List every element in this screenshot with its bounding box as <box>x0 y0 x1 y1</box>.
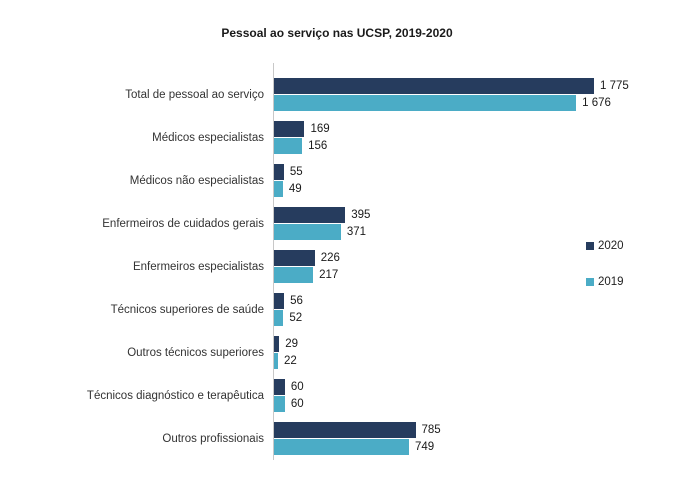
bar-row: 56 <box>274 293 674 309</box>
value-label: 371 <box>346 226 367 238</box>
category-label: Outros técnicos superiores <box>127 346 264 359</box>
value-label: 1 676 <box>582 97 611 109</box>
legend-label: 2020 <box>598 240 624 252</box>
bar-2020 <box>274 422 416 438</box>
value-label: 749 <box>415 441 435 453</box>
bar-row: 749 <box>274 439 674 455</box>
bars-cell: 60 60 <box>273 379 674 412</box>
value-label: 52 <box>289 312 303 324</box>
y-axis-line <box>273 63 274 460</box>
bar-row: 395 <box>274 207 674 223</box>
value-label: 156 <box>308 140 328 152</box>
legend: 2020 2019 <box>586 240 624 288</box>
value-label: 785 <box>421 424 441 436</box>
bar-2020 <box>274 336 280 352</box>
bar-2020 <box>274 78 594 94</box>
bar-2020 <box>274 164 284 180</box>
bar-2019 <box>274 396 285 412</box>
bar-2019 <box>274 439 410 455</box>
legend-item-2020: 2020 <box>586 240 624 252</box>
bar-2019 <box>274 95 577 111</box>
legend-swatch-icon <box>586 278 594 286</box>
bar-row: 1 676 <box>274 95 674 111</box>
bar-group: Enfermeiros especialistas 226 217 <box>0 250 674 283</box>
bars-cell: 56 52 <box>273 293 674 326</box>
legend-swatch-icon <box>586 242 594 250</box>
bar-group: Enfermeiros de cuidados gerais 395 371 <box>0 207 674 240</box>
bars-cell: 169 156 <box>273 121 674 154</box>
bar-row: 226 <box>274 250 674 266</box>
bar-group: Técnicos superiores de saúde 56 52 <box>0 293 674 326</box>
bar-row: 60 <box>274 396 674 412</box>
bar-2020 <box>274 379 285 395</box>
bar-group: Outros técnicos superiores 29 22 <box>0 336 674 369</box>
bar-group: Outros profissionais 785 749 <box>0 422 674 455</box>
category-label: Enfermeiros de cuidados gerais <box>102 217 264 230</box>
bar-2020 <box>274 121 305 137</box>
bar-row: 52 <box>274 310 674 326</box>
category-label: Médicos especialistas <box>152 131 264 144</box>
plot-area: Total de pessoal ao serviço 1 775 1 676 Méd… <box>0 63 674 460</box>
bar-row: 49 <box>274 181 674 197</box>
category-label: Técnicos diagnóstico e terapêutica <box>86 389 264 402</box>
bars-cell: 1 775 1 676 <box>273 78 674 111</box>
value-label: 22 <box>283 355 297 367</box>
value-label: 60 <box>290 398 304 410</box>
category-label: Médicos não especialistas <box>129 174 264 187</box>
bar-2019 <box>274 310 284 326</box>
bar-2020 <box>274 293 285 309</box>
bars-cell: 785 749 <box>273 422 674 455</box>
bar-2019 <box>274 181 283 197</box>
bar-2019 <box>274 353 278 369</box>
bar-2019 <box>274 138 303 154</box>
bar-group: Médicos não especialistas 55 49 <box>0 164 674 197</box>
bars-cell: 55 49 <box>273 164 674 197</box>
bar-row: 156 <box>274 138 674 154</box>
bars-cell: 226 217 <box>273 250 674 283</box>
bar-row: 60 <box>274 379 674 395</box>
bar-row: 371 <box>274 224 674 240</box>
bar-group: Médicos especialistas 169 156 <box>0 121 674 154</box>
bar-group: Total de pessoal ao serviço 1 775 1 676 <box>0 78 674 111</box>
chart-title: Pessoal ao serviço nas UCSP, 2019-2020 <box>221 26 453 40</box>
value-label: 56 <box>290 295 303 307</box>
value-label: 226 <box>320 252 340 264</box>
value-label: 55 <box>289 166 303 178</box>
bar-2019 <box>274 267 314 283</box>
bar-row: 55 <box>274 164 674 180</box>
category-label: Técnicos superiores de saúde <box>110 303 264 316</box>
category-label: Total de pessoal ao serviço <box>125 88 264 101</box>
bar-row: 785 <box>274 422 674 438</box>
value-label: 29 <box>285 338 299 350</box>
bar-row: 29 <box>274 336 674 352</box>
bar-row: 169 <box>274 121 674 137</box>
bar-2020 <box>274 250 315 266</box>
category-label: Outros profissionais <box>162 432 264 445</box>
bars-cell: 395 371 <box>273 207 674 240</box>
value-label: 1 775 <box>600 80 629 92</box>
value-label: 49 <box>288 183 302 195</box>
bar-row: 217 <box>274 267 674 283</box>
value-label: 395 <box>351 209 371 221</box>
bars-cell: 29 22 <box>273 336 674 369</box>
bar-2020 <box>274 207 346 223</box>
legend-item-2019: 2019 <box>586 276 624 288</box>
value-label: 169 <box>310 123 330 135</box>
legend-label: 2019 <box>598 276 624 288</box>
bar-2019 <box>274 224 341 240</box>
value-label: 217 <box>319 269 339 281</box>
category-label: Enfermeiros especialistas <box>132 260 264 273</box>
bar-row: 1 775 <box>274 78 674 94</box>
bar-group: Técnicos diagnóstico e terapêutica 60 60 <box>0 379 674 412</box>
value-label: 60 <box>290 381 304 393</box>
bar-row: 22 <box>274 353 674 369</box>
